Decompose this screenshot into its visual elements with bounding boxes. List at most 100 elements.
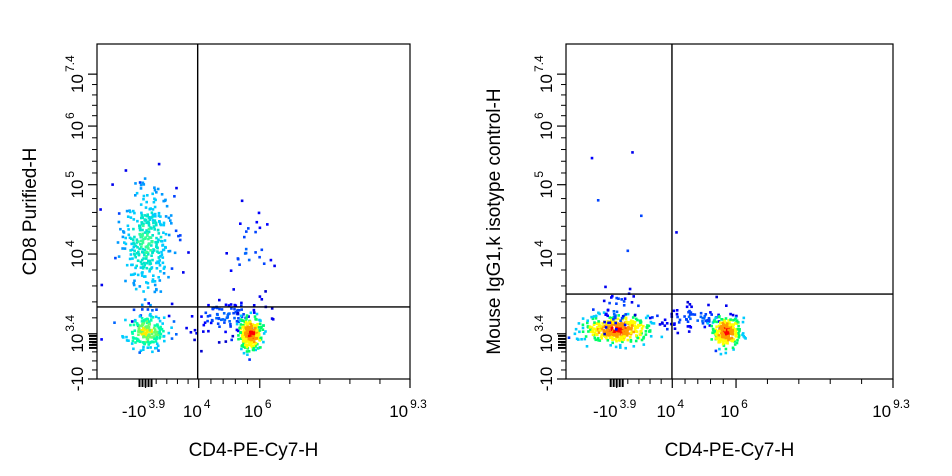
event-dot [259, 346, 262, 349]
event-dot [240, 319, 244, 322]
event-dot [720, 327, 723, 330]
event-dot [159, 255, 162, 258]
event-dot [624, 313, 627, 316]
event-dot [247, 340, 251, 344]
event-dot [242, 345, 246, 348]
event-dot [244, 343, 247, 347]
event-dot [717, 341, 720, 344]
event-dot [100, 283, 104, 287]
event-dot [252, 304, 256, 307]
event-dot [621, 315, 625, 318]
event-dot [153, 328, 157, 331]
event-dot [220, 318, 223, 322]
event-dot [140, 274, 144, 277]
event-dot [678, 318, 682, 322]
event-dot [139, 239, 143, 243]
event-dot [152, 335, 156, 338]
event-dot [732, 318, 735, 322]
event-dot [228, 312, 231, 315]
event-dot [714, 328, 718, 332]
event-dot [742, 316, 746, 320]
event-dot [146, 308, 150, 311]
event-dot [133, 253, 137, 257]
event-dot [715, 325, 718, 328]
event-dot [134, 341, 137, 344]
event-dot [624, 328, 627, 332]
event-dot [735, 322, 739, 325]
event-dot [229, 269, 233, 272]
event-dot [145, 261, 149, 265]
x-axis-title: CD4-PE-Cy7-H [189, 440, 319, 461]
event-dot [130, 237, 133, 240]
event-dot [642, 324, 645, 328]
event-dot [593, 321, 596, 324]
y-tick-label: 106 [532, 112, 556, 140]
event-dot [688, 309, 691, 313]
event-dot [167, 216, 171, 220]
event-dot [578, 330, 581, 334]
event-dot [231, 334, 235, 338]
event-dot [161, 261, 165, 265]
event-dot [135, 322, 139, 325]
event-dot [701, 319, 704, 323]
event-dot [127, 233, 131, 237]
event-dot [253, 326, 257, 330]
event-dot [241, 344, 244, 347]
event-dot [156, 333, 160, 337]
event-dot [606, 314, 609, 318]
event-dot [139, 340, 142, 343]
event-dot [141, 181, 145, 185]
event-dot [247, 258, 251, 262]
event-dot [246, 353, 249, 356]
x-tick-label: 10 4 [656, 397, 684, 421]
x-tick-exponent: 3.9 [148, 397, 165, 411]
event-dot [721, 338, 724, 341]
event-dot [242, 340, 246, 343]
event-dot [688, 325, 692, 328]
event-dot [127, 339, 130, 342]
event-dot [590, 326, 594, 329]
event-dot [262, 340, 265, 344]
event-dot [251, 339, 254, 343]
event-dot [195, 332, 198, 335]
event-dot [616, 317, 620, 321]
event-dot [116, 241, 120, 244]
event-dot [161, 244, 164, 247]
event-dot [164, 215, 168, 218]
event-dot [125, 335, 128, 339]
event-dot [161, 248, 165, 252]
event-dot [242, 332, 245, 336]
event-dot [622, 300, 626, 303]
event-dot [140, 317, 144, 320]
event-dot [729, 332, 733, 335]
event-dot [611, 341, 614, 345]
event-dot [215, 316, 218, 320]
event-dot [243, 346, 247, 349]
event-dot [735, 341, 739, 345]
event-dot [604, 285, 607, 289]
event-dot [208, 314, 212, 317]
event-dot [139, 349, 143, 352]
event-dot [157, 211, 161, 215]
event-dot [117, 212, 121, 215]
event-dot [141, 332, 145, 336]
event-dot [260, 248, 264, 252]
event-dot [135, 264, 138, 268]
event-dot [590, 156, 594, 160]
event-dot [162, 223, 166, 227]
event-dot [242, 338, 245, 342]
event-dot [187, 251, 190, 254]
event-dot [715, 295, 718, 299]
event-dot [623, 297, 627, 300]
event-dot [220, 308, 224, 311]
event-dot [715, 335, 718, 339]
event-dot [203, 321, 207, 324]
event-dot [599, 325, 602, 328]
event-dot [170, 222, 173, 225]
event-dot [221, 318, 225, 321]
event-dot [600, 327, 603, 330]
event-dot [156, 240, 159, 244]
event-dot [264, 290, 267, 293]
y-axis: -10 103.4 104 105 106 107.4 CD8 Purified-H [20, 55, 97, 391]
event-dot [721, 342, 725, 346]
